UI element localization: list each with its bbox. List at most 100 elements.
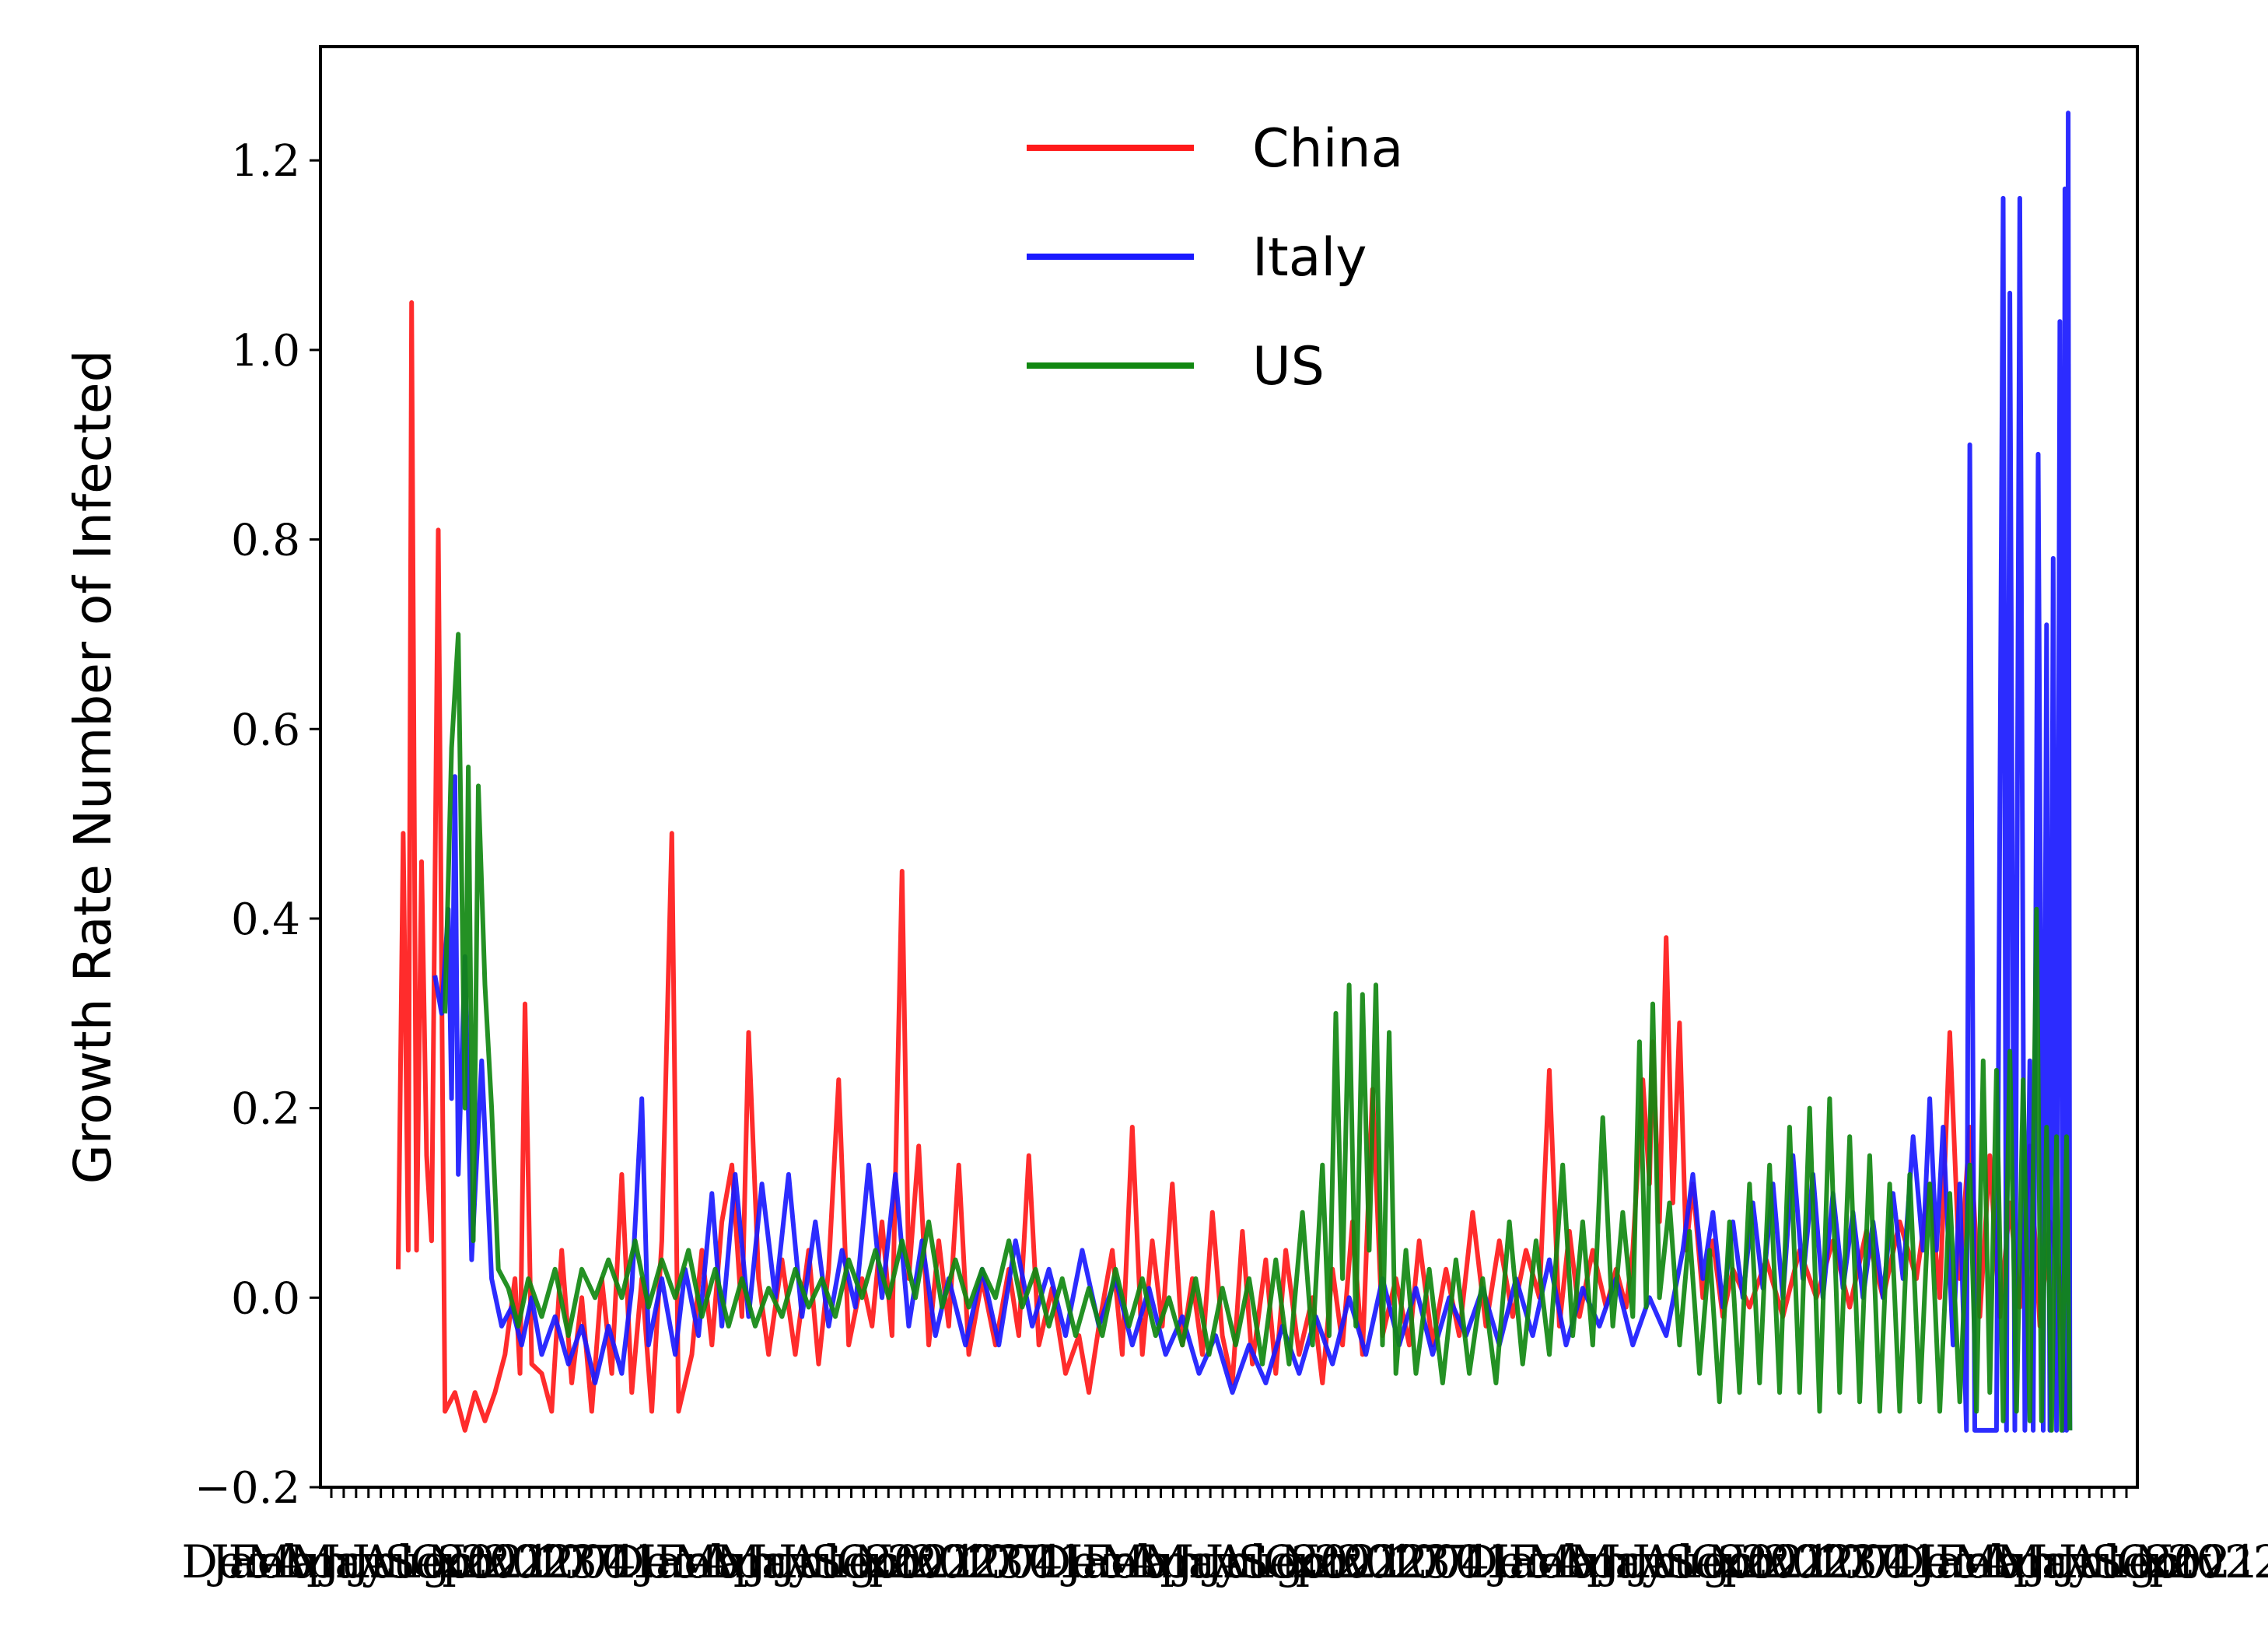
x-tick-label: Dec (1461, 1535, 1549, 1588)
x-tick-label: 01 (1454, 1535, 1512, 1588)
x-tick-label: Apr (273, 1535, 357, 1588)
x-tick-label: Sep (1238, 1535, 1325, 1588)
x-tick-label: 07 (556, 1535, 614, 1588)
x-tick-label: 07 (1409, 1535, 1467, 1588)
legend-label-china: China (1252, 118, 1403, 180)
x-tick-label: Sep (2091, 1535, 2178, 1588)
x-tick-label: 2021 (2144, 1535, 2259, 1588)
x-tick-label: 04 (579, 1535, 636, 1588)
x-tick-label: May (1569, 1535, 1668, 1588)
x-tick-label: Aug (359, 1535, 450, 1588)
y-tick-label: 0.4 (231, 895, 300, 945)
x-tick-label: 04 (1006, 1535, 1063, 1588)
y-axis-label: Growth Rate Number of Infected (63, 350, 123, 1185)
x-tick-label: Mar (1952, 1535, 2047, 1588)
x-tick-label: 2022 (1740, 1535, 1855, 1588)
legend-label-us: US (1252, 336, 1325, 397)
x-tick-label: Oct (837, 1535, 917, 1588)
x-tick-label: Jan (1487, 1535, 1565, 1588)
x-tick-label: 2021 (1291, 1535, 1406, 1588)
axes-frame (319, 45, 2139, 1489)
x-tick-label: Nov (1280, 1535, 1373, 1588)
x-tick-label: 07 (983, 1535, 1041, 1588)
x-tick-label: Aug (1640, 1535, 1731, 1588)
x-tick-label: Dec (608, 1535, 696, 1588)
x-tick-label: 17 (961, 1535, 1018, 1588)
x-tick-label: Jun (1172, 1535, 1252, 1588)
x-tick-label: Jan (1914, 1535, 1992, 1588)
x-tick-label: 04 (1859, 1535, 1916, 1588)
series-line-us (443, 632, 2073, 1433)
x-tick-label: Feb (1082, 1535, 1167, 1588)
x-tick-label: Oct (1263, 1535, 1343, 1588)
y-tick-label: 0.0 (231, 1273, 300, 1324)
x-tick-label: Aug (2066, 1535, 2157, 1588)
x-tick-label: 01 (1027, 1535, 1085, 1588)
x-tick-label: Feb (1935, 1535, 2020, 1588)
x-tick-label: Mar (246, 1535, 341, 1588)
x-tick-label: Aug (1213, 1535, 1304, 1588)
x-tick-label: 2021 (864, 1535, 979, 1588)
series-line-italy (432, 110, 2073, 1433)
x-tick-label: 01 (1881, 1535, 1939, 1588)
x-tick-label: Nov (426, 1535, 519, 1588)
x-tick-label: Dec (181, 1535, 269, 1588)
x-tick-label: Dec (1035, 1535, 1123, 1588)
x-tick-label: 2022 (887, 1535, 1002, 1588)
x-tick-label: Nov (2133, 1535, 2226, 1588)
x-tick-label: Jun (2025, 1535, 2105, 1588)
x-tick-label: Jul (348, 1535, 414, 1588)
x-tick-label: May (716, 1535, 814, 1588)
x-tick-label: Sep (384, 1535, 471, 1588)
x-tick-label: 2021 (438, 1535, 553, 1588)
x-tick-label: Oct (1690, 1535, 1770, 1588)
x-tick-label: 2023 (1336, 1535, 1451, 1588)
y-tick-label: −0.2 (194, 1463, 300, 1514)
x-tick-label: Mar (1099, 1535, 1194, 1588)
x-tick-label: Jun (318, 1535, 398, 1588)
x-tick-label: Feb (655, 1535, 740, 1588)
x-tick-label: 2023 (482, 1535, 597, 1588)
x-tick-label: 17 (534, 1535, 591, 1588)
x-tick-label: May (1996, 1535, 2095, 1588)
x-tick-label: Aug (786, 1535, 877, 1588)
x-axis: DecJanFebMarAprMayJunJulAugSepOctNov2021… (181, 1487, 2268, 1588)
x-tick-label: Apr (700, 1535, 784, 1588)
y-tick-label: 1.0 (231, 326, 300, 376)
x-tick-label: Jun (1598, 1535, 1678, 1588)
x-tick-label: Oct (2117, 1535, 2197, 1588)
x-tick-label: May (289, 1535, 387, 1588)
y-tick-label: 0.6 (231, 705, 300, 755)
x-tick-label: Jun (745, 1535, 825, 1588)
legend-label-italy: Italy (1252, 227, 1367, 289)
x-tick-label: 2022 (1314, 1535, 1429, 1588)
x-tick-label: Sep (811, 1535, 898, 1588)
x-tick-label: Apr (1980, 1535, 2064, 1588)
x-tick-label: 2021 (1718, 1535, 1833, 1588)
x-tick-label: Mar (1526, 1535, 1621, 1588)
x-tick-label: Jul (1202, 1535, 1267, 1588)
x-tick-label: Oct (410, 1535, 490, 1588)
x-tick-label: 17 (1814, 1535, 1871, 1588)
x-tick-label: Jul (775, 1535, 840, 1588)
x-tick-label: Jul (1629, 1535, 1694, 1588)
y-tick-label: 1.2 (231, 136, 300, 187)
x-tick-label: 2022 (460, 1535, 576, 1588)
x-tick-label: Feb (1508, 1535, 1593, 1588)
x-tick-label: 2023 (1762, 1535, 1878, 1588)
x-tick-label: Mar (672, 1535, 767, 1588)
y-tick-label: 0.8 (231, 516, 300, 566)
x-tick-label: Jan (1061, 1535, 1139, 1588)
y-axis: −0.2 0.0 0.2 0.4 0.6 0.8 1.0 1.2 (194, 136, 320, 1514)
x-tick-label: Nov (1706, 1535, 1799, 1588)
x-tick-label: Feb (229, 1535, 313, 1588)
y-tick-label: 0.2 (231, 1084, 300, 1135)
x-tick-label: 2023 (909, 1535, 1024, 1588)
x-tick-label: May (1142, 1535, 1241, 1588)
legend: China Italy US (1027, 118, 1403, 397)
x-tick-label: 17 (1387, 1535, 1444, 1588)
x-tick-label: Dec (1888, 1535, 1976, 1588)
x-tick-label: 01 (601, 1535, 659, 1588)
x-tick-label: Jul (2055, 1535, 2120, 1588)
